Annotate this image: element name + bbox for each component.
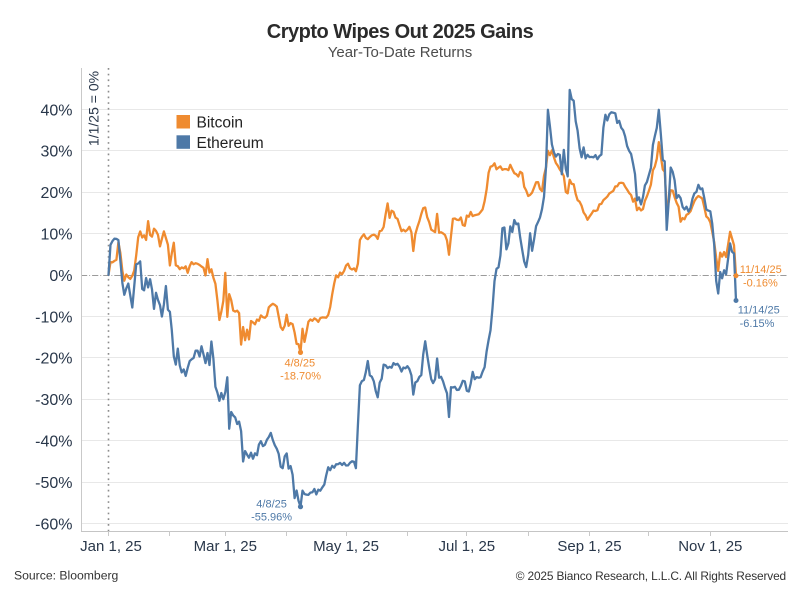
svg-text:-60%: -60% — [35, 516, 72, 533]
svg-text:10%: 10% — [40, 227, 72, 244]
svg-text:4/8/25: 4/8/25 — [256, 498, 287, 510]
svg-text:Mar 1, 25: Mar 1, 25 — [194, 538, 257, 555]
svg-text:Jul 1, 25: Jul 1, 25 — [438, 538, 495, 555]
svg-text:4/8/25: 4/8/25 — [285, 357, 316, 369]
svg-text:-40%: -40% — [35, 434, 72, 451]
svg-text:-18.70%: -18.70% — [280, 370, 321, 382]
svg-text:Sep 1, 25: Sep 1, 25 — [557, 538, 621, 555]
svg-text:-50%: -50% — [35, 475, 72, 492]
svg-text:Ethereum: Ethereum — [197, 135, 264, 152]
svg-text:Year-To-Date Returns: Year-To-Date Returns — [328, 44, 473, 61]
svg-text:11/14/25: 11/14/25 — [740, 264, 782, 276]
svg-text:-6.15%: -6.15% — [740, 318, 775, 330]
svg-text:20%: 20% — [40, 185, 72, 202]
svg-text:40%: 40% — [40, 102, 72, 119]
svg-text:1/1/25 = 0%: 1/1/25 = 0% — [86, 71, 102, 146]
svg-text:-20%: -20% — [35, 351, 72, 368]
svg-text:Bitcoin: Bitcoin — [197, 115, 244, 132]
svg-text:Source: Bloomberg: Source: Bloomberg — [14, 569, 118, 583]
svg-text:Jan 1, 25: Jan 1, 25 — [80, 538, 142, 555]
svg-text:Crypto Wipes Out 2025 Gains: Crypto Wipes Out 2025 Gains — [267, 21, 534, 43]
svg-text:-0.16%: -0.16% — [743, 277, 778, 289]
svg-text:Nov 1, 25: Nov 1, 25 — [678, 538, 742, 555]
svg-text:0%: 0% — [49, 268, 72, 285]
svg-text:-30%: -30% — [35, 392, 72, 409]
svg-text:-55.96%: -55.96% — [251, 512, 292, 524]
svg-text:© 2025 Bianco Research, L.L.C.: © 2025 Bianco Research, L.L.C. All Right… — [516, 569, 786, 583]
svg-text:30%: 30% — [40, 144, 72, 161]
svg-text:May 1, 25: May 1, 25 — [313, 538, 379, 555]
svg-text:-10%: -10% — [35, 309, 72, 326]
svg-text:11/14/25: 11/14/25 — [738, 305, 780, 317]
